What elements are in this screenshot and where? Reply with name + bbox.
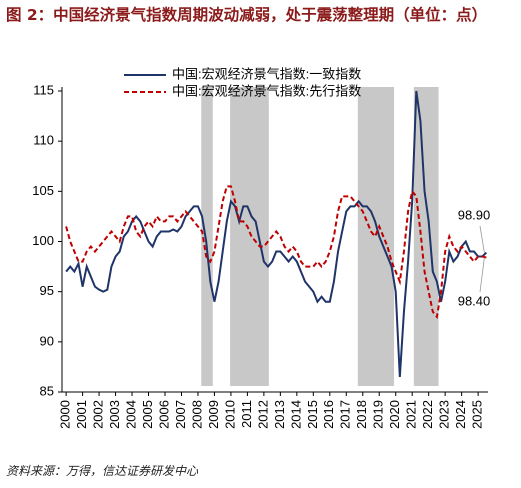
x-tick-label: 2004 bbox=[123, 400, 138, 429]
x-tick-label: 2019 bbox=[371, 400, 386, 429]
chart-title: 图 2：中国经济景气指数周期波动减弱，处于震荡整理期（单位：点） bbox=[6, 6, 488, 24]
x-tick-label: 2020 bbox=[387, 400, 402, 429]
source-note: 资料来源：万得，信达证券研发中心 bbox=[6, 464, 199, 478]
x-tick-label: 2013 bbox=[272, 400, 287, 429]
y-tick-label: 100 bbox=[32, 233, 54, 248]
y-tick-label: 85 bbox=[40, 383, 54, 398]
shaded-period bbox=[413, 87, 439, 386]
x-tick-label: 2017 bbox=[338, 400, 353, 429]
x-tick-label: 2022 bbox=[420, 400, 435, 429]
x-tick-label: 2011 bbox=[239, 400, 254, 428]
x-tick-label: 2010 bbox=[222, 400, 237, 429]
x-tick-label: 2018 bbox=[354, 400, 369, 429]
y-tick-label: 90 bbox=[40, 333, 54, 348]
x-tick-label: 2023 bbox=[437, 400, 452, 429]
annotation-leader bbox=[479, 257, 485, 293]
x-tick-label: 2024 bbox=[453, 400, 468, 429]
x-tick-label: 2009 bbox=[206, 400, 221, 429]
x-tick-label: 2007 bbox=[173, 400, 188, 429]
legend-label: 中国:宏观经济景气指数:一致指数 bbox=[172, 66, 361, 81]
y-tick-label: 105 bbox=[32, 183, 54, 198]
legend-label: 中国:宏观经济景气指数:先行指数 bbox=[172, 83, 361, 98]
x-tick-label: 2008 bbox=[189, 400, 204, 429]
x-tick-label: 2016 bbox=[321, 400, 336, 429]
x-tick-label: 2012 bbox=[255, 400, 270, 429]
annotation: 98.90 bbox=[458, 207, 491, 222]
x-tick-label: 2003 bbox=[107, 400, 122, 429]
x-tick-label: 2002 bbox=[91, 400, 106, 429]
x-tick-label: 2005 bbox=[140, 400, 155, 429]
annotation: 98.40 bbox=[458, 293, 491, 308]
y-tick-label: 110 bbox=[33, 133, 54, 148]
x-tick-label: 2001 bbox=[74, 400, 89, 429]
x-tick-label: 2014 bbox=[288, 400, 303, 429]
y-tick-label: 95 bbox=[40, 283, 54, 298]
series-line bbox=[65, 90, 488, 378]
x-tick-label: 2006 bbox=[156, 400, 171, 429]
x-tick-label: 2025 bbox=[470, 400, 485, 429]
x-tick-label: 2015 bbox=[305, 400, 320, 429]
x-tick-label: 2021 bbox=[404, 400, 419, 429]
y-tick-label: 115 bbox=[33, 82, 54, 97]
shaded-period bbox=[230, 87, 269, 386]
shaded-period bbox=[201, 87, 213, 386]
annotation-leader bbox=[479, 225, 485, 253]
shaded-period bbox=[357, 87, 395, 386]
series-line bbox=[65, 185, 487, 320]
x-tick-label: 2000 bbox=[58, 400, 73, 429]
